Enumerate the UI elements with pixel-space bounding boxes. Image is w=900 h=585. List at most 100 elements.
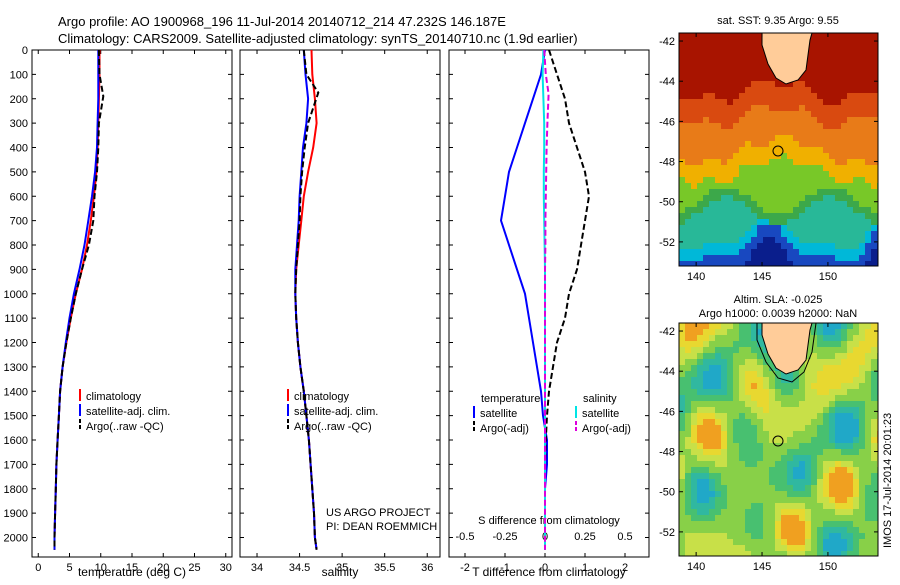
sla-cell — [733, 407, 739, 413]
sla-cell — [775, 551, 781, 556]
sla-cell — [799, 479, 805, 485]
sst-cell — [829, 123, 835, 129]
sst-cell — [787, 201, 793, 207]
sst-cell — [841, 243, 847, 249]
sst-cell — [691, 75, 697, 81]
sla-cell — [763, 515, 769, 521]
sla-cell — [793, 515, 799, 521]
sst-cell — [853, 99, 859, 105]
sla-cell — [865, 521, 871, 527]
sla-cell — [745, 365, 751, 371]
sla-cell — [793, 521, 799, 527]
sla-cell — [787, 437, 793, 443]
sla-cell — [751, 539, 757, 545]
sst-cell — [745, 45, 751, 51]
sla-cell — [835, 521, 841, 527]
sst-cell — [679, 69, 685, 75]
sla-cell — [835, 365, 841, 371]
sst-cell — [703, 135, 709, 141]
sla-cell — [865, 479, 871, 485]
sla-cell — [793, 377, 799, 383]
sst-cell — [685, 177, 691, 183]
sla-cell — [679, 503, 685, 509]
sst-cell — [685, 45, 691, 51]
sla-cell — [763, 503, 769, 509]
sst-cell — [859, 213, 865, 219]
sla-cell — [823, 497, 829, 503]
sst-cell — [859, 207, 865, 213]
sst-cell — [811, 81, 817, 87]
sst-cell — [799, 75, 805, 81]
sla-cell — [679, 443, 685, 449]
sla-cell — [847, 395, 853, 401]
sst-cell — [709, 87, 715, 93]
y-tick-label: 900 — [10, 264, 28, 276]
sst-cell — [757, 165, 763, 171]
sla-cell — [745, 401, 751, 407]
sla-cell — [817, 473, 823, 479]
sst-cell — [775, 129, 781, 135]
sla-cell — [751, 527, 757, 533]
sla-cell — [679, 407, 685, 413]
sst-cell — [703, 51, 709, 57]
sla-cell — [751, 413, 757, 419]
sst-cell — [859, 69, 865, 75]
sst-cell — [757, 93, 763, 99]
sst-cell — [841, 69, 847, 75]
sla-cell — [811, 401, 817, 407]
sla-cell — [829, 347, 835, 353]
sst-cell — [757, 69, 763, 75]
sst-cell — [841, 183, 847, 189]
sla-cell — [763, 353, 769, 359]
sla-cell — [799, 473, 805, 479]
sst-cell — [763, 189, 769, 195]
sst-cell — [733, 57, 739, 63]
sst-cell — [739, 129, 745, 135]
sst-cell — [835, 153, 841, 159]
sla-cell — [733, 329, 739, 335]
sst-cell — [787, 141, 793, 147]
sst-cell — [871, 207, 877, 213]
sst-cell — [703, 93, 709, 99]
sst-cell — [697, 189, 703, 195]
sst-cell — [751, 81, 757, 87]
sst-cell — [679, 171, 685, 177]
sst-cell — [835, 147, 841, 153]
sla-cell — [841, 539, 847, 545]
sla-cell — [769, 419, 775, 425]
sla-cell — [763, 449, 769, 455]
sla-cell — [829, 359, 835, 365]
sla-cell — [757, 419, 763, 425]
sst-cell — [727, 117, 733, 123]
sla-cell — [847, 323, 853, 329]
sst-cell — [805, 81, 811, 87]
sst-cell — [853, 195, 859, 201]
sla-cell — [853, 389, 859, 395]
sla-cell — [745, 335, 751, 341]
sla-cell — [853, 443, 859, 449]
sla-cell — [787, 377, 793, 383]
sla-cell — [847, 533, 853, 539]
sla-cell — [751, 455, 757, 461]
sst-cell — [739, 231, 745, 237]
sst-cell — [691, 219, 697, 225]
sst-cell — [769, 255, 775, 261]
y-tick-label: 600 — [10, 191, 28, 203]
map-x-tick-label: 145 — [753, 271, 771, 283]
sla-cell — [859, 449, 865, 455]
sst-cell — [781, 231, 787, 237]
sla-cell — [769, 413, 775, 419]
sst-cell — [847, 195, 853, 201]
sst-cell — [739, 225, 745, 231]
sla-cell — [871, 521, 877, 527]
sst-cell — [751, 129, 757, 135]
sst-cell — [715, 45, 721, 51]
sla-cell — [799, 401, 805, 407]
sst-cell — [721, 231, 727, 237]
sla-cell — [751, 401, 757, 407]
sst-cell — [865, 237, 871, 243]
sla-cell — [769, 437, 775, 443]
sla-cell — [805, 413, 811, 419]
sst-cell — [847, 93, 853, 99]
